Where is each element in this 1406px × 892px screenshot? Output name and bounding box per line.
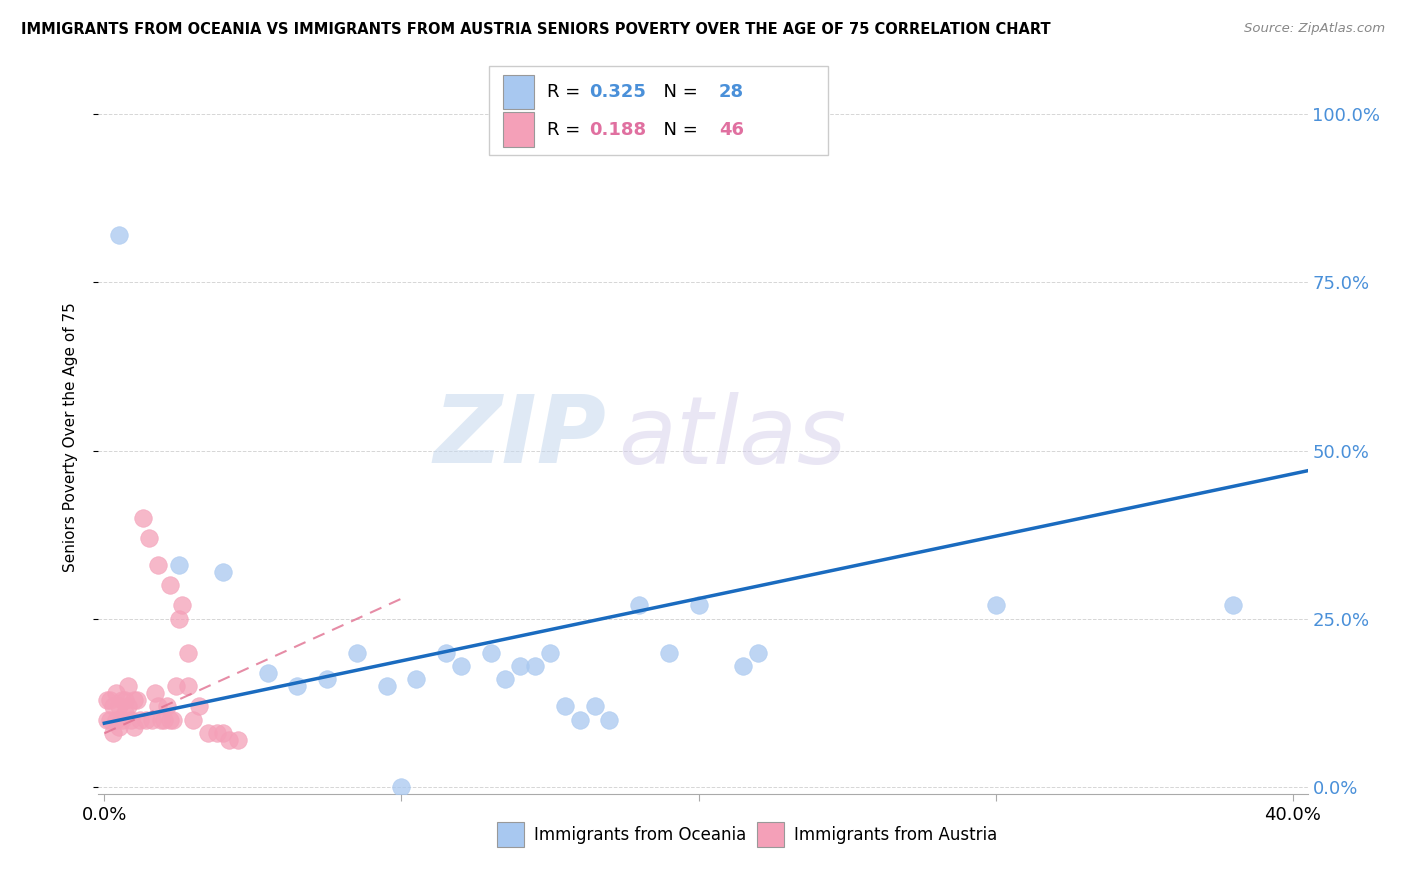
Text: 28: 28 bbox=[718, 83, 744, 101]
Point bbox=[538, 646, 561, 660]
Text: R =: R = bbox=[547, 120, 586, 138]
Point bbox=[688, 599, 710, 613]
Point bbox=[450, 659, 472, 673]
Point bbox=[156, 699, 179, 714]
Point bbox=[165, 679, 187, 693]
Point bbox=[159, 578, 181, 592]
Point bbox=[197, 726, 219, 740]
Point bbox=[183, 713, 205, 727]
Point bbox=[176, 646, 198, 660]
Text: ZIP: ZIP bbox=[433, 391, 606, 483]
Text: Immigrants from Austria: Immigrants from Austria bbox=[793, 826, 997, 844]
Point bbox=[114, 706, 136, 720]
Point bbox=[316, 673, 339, 687]
Point bbox=[141, 713, 163, 727]
Point bbox=[434, 646, 457, 660]
Text: atlas: atlas bbox=[619, 392, 846, 483]
Point bbox=[120, 713, 142, 727]
Point bbox=[122, 720, 145, 734]
Point bbox=[226, 733, 249, 747]
Point bbox=[167, 558, 190, 572]
Point bbox=[122, 692, 145, 706]
Point bbox=[149, 713, 172, 727]
Point bbox=[108, 228, 131, 243]
Y-axis label: Seniors Poverty Over the Age of 75: Seniors Poverty Over the Age of 75 bbox=[63, 302, 77, 572]
Point bbox=[146, 558, 169, 572]
Point bbox=[1222, 599, 1244, 613]
Point bbox=[212, 565, 235, 579]
Bar bbox=[489, 66, 828, 155]
Point bbox=[391, 780, 413, 794]
Point bbox=[96, 692, 118, 706]
Point bbox=[287, 679, 309, 693]
Point bbox=[114, 692, 136, 706]
Point bbox=[375, 679, 398, 693]
Point bbox=[188, 699, 211, 714]
Point bbox=[218, 733, 240, 747]
Point bbox=[494, 673, 516, 687]
Point bbox=[138, 531, 160, 545]
Point bbox=[568, 713, 591, 727]
Point bbox=[984, 599, 1007, 613]
Point bbox=[405, 673, 427, 687]
Point bbox=[583, 699, 606, 714]
Point bbox=[162, 713, 184, 727]
Point bbox=[129, 713, 152, 727]
Point bbox=[117, 699, 139, 714]
Point bbox=[733, 659, 755, 673]
Point bbox=[135, 713, 157, 727]
Text: N =: N = bbox=[652, 83, 704, 101]
Point bbox=[598, 713, 620, 727]
Point bbox=[105, 713, 128, 727]
Point bbox=[747, 646, 769, 660]
Point bbox=[105, 686, 128, 700]
Point bbox=[143, 686, 166, 700]
Bar bbox=[503, 75, 534, 109]
Point bbox=[117, 679, 139, 693]
Point bbox=[108, 720, 131, 734]
Text: Source: ZipAtlas.com: Source: ZipAtlas.com bbox=[1244, 22, 1385, 36]
Text: 46: 46 bbox=[718, 120, 744, 138]
Point bbox=[554, 699, 576, 714]
Point bbox=[628, 599, 651, 613]
Point bbox=[167, 612, 190, 626]
Text: 0.325: 0.325 bbox=[589, 83, 647, 101]
Point bbox=[509, 659, 531, 673]
Point bbox=[98, 713, 121, 727]
Point bbox=[524, 659, 547, 673]
Point bbox=[146, 699, 169, 714]
Point bbox=[658, 646, 681, 660]
Point bbox=[479, 646, 502, 660]
Point bbox=[176, 679, 198, 693]
Point bbox=[170, 599, 193, 613]
Point bbox=[159, 713, 181, 727]
Text: IMMIGRANTS FROM OCEANIA VS IMMIGRANTS FROM AUSTRIA SENIORS POVERTY OVER THE AGE : IMMIGRANTS FROM OCEANIA VS IMMIGRANTS FR… bbox=[21, 22, 1050, 37]
Point bbox=[207, 726, 229, 740]
Point bbox=[212, 726, 235, 740]
Text: Immigrants from Oceania: Immigrants from Oceania bbox=[534, 826, 747, 844]
Point bbox=[98, 692, 121, 706]
Text: N =: N = bbox=[652, 120, 704, 138]
Point bbox=[111, 692, 134, 706]
Point bbox=[103, 699, 125, 714]
Bar bbox=[498, 822, 524, 847]
Bar bbox=[758, 822, 785, 847]
Point bbox=[125, 692, 148, 706]
Point bbox=[96, 713, 118, 727]
Point bbox=[152, 713, 174, 727]
Point bbox=[111, 713, 134, 727]
Point bbox=[108, 699, 131, 714]
Text: R =: R = bbox=[547, 83, 586, 101]
Point bbox=[132, 511, 155, 525]
Point bbox=[256, 665, 278, 680]
Text: 0.188: 0.188 bbox=[589, 120, 647, 138]
Point bbox=[346, 646, 368, 660]
Bar bbox=[503, 112, 534, 146]
Point bbox=[103, 726, 125, 740]
